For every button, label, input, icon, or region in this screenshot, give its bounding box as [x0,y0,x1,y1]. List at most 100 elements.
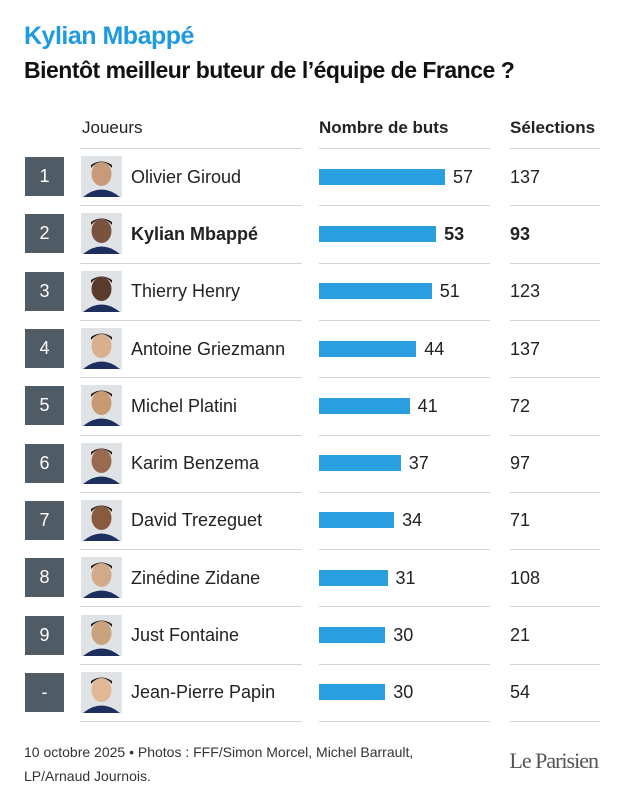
goals-bar [319,168,445,185]
column-header: Sélections [510,118,596,137]
player-name: Michel Platini [131,395,238,416]
row-separator [510,262,600,264]
player-photo [81,156,122,198]
row-separator [319,205,490,207]
photo-placeholder [81,442,122,484]
row-separator [510,549,600,551]
row-separator [319,262,490,264]
photo-placeholder [81,156,122,198]
row-separator [80,205,302,207]
row-separator [510,491,600,493]
row-separator [319,549,490,551]
row-separator [80,721,302,722]
caps-label: 108 [510,567,541,588]
rank-badge: 7 [25,500,64,540]
row-separator [510,721,600,722]
row-separator [319,434,490,436]
credit: LP/Arnaud Journois. [24,768,151,784]
subtitle: Bientôt meilleur buteur de l’équipe de F… [24,57,515,83]
row-separator [80,606,302,608]
rank-badge: 5 [25,386,64,426]
row-separator [80,434,302,436]
player-photo [81,213,122,255]
caps-label: 21 [510,625,531,646]
caps-label: 54 [510,682,531,703]
player-photo [81,614,122,656]
row-separator [80,663,302,665]
player-name: Antoine Griezmann [131,338,286,359]
player-name: David Trezeguet [131,510,263,531]
photo-placeholder [81,385,122,427]
player-photo [81,442,122,484]
player-photo [81,328,122,370]
caps-label: 72 [510,395,531,416]
row-separator [319,377,490,379]
goals-bar [319,684,386,701]
goals-label: 31 [395,567,416,588]
caps-label: 71 [510,510,531,531]
caps-label: 137 [510,338,541,359]
goals-bar [319,340,417,357]
caps-label: 123 [510,281,541,302]
photo-placeholder [81,557,122,599]
photo-placeholder [81,328,122,370]
caps-label: 93 [510,223,531,244]
rank-badge: 2 [25,214,64,254]
rank-badge: 8 [25,558,64,598]
row-separator [80,377,302,379]
goals-bar [319,569,388,586]
row-separator [319,148,490,149]
row-separator [319,663,490,665]
row-separator [510,606,600,608]
title: Kylian Mbappé [24,22,194,50]
goals-bar [319,225,437,242]
rank-badge: 9 [25,615,64,655]
goals-label: 30 [393,682,414,703]
column-header: Joueurs [82,118,143,137]
rank-badge: 6 [25,443,64,483]
player-name: Olivier Giroud [131,166,242,187]
goals-label: 51 [439,281,460,302]
rank-badge: 4 [25,329,64,369]
row-separator [510,434,600,436]
column-header: Nombre de buts [319,118,449,137]
row-separator [510,205,600,207]
caps-label: 137 [510,166,541,187]
row-separator [510,663,600,665]
player-photo [81,557,122,599]
player-name: Zinédine Zidane [131,567,261,588]
goals-bar [319,455,401,472]
goals-label: 41 [417,395,438,416]
player-name: Kylian Mbappé [131,223,259,244]
player-name: Karim Benzema [131,453,260,474]
goals-label: 30 [393,625,414,646]
photo-placeholder [81,614,122,656]
row-separator [510,377,600,379]
goals-label: 34 [402,510,423,531]
row-separator [80,491,302,493]
photo-placeholder [81,213,122,255]
photo-placeholder [81,499,122,541]
goals-bar [319,283,432,300]
player-name: Just Fontaine [131,625,240,646]
player-photo [81,385,122,427]
credit: 10 octobre 2025 • Photos : FFF/Simon Mor… [24,744,414,760]
row-separator [80,319,302,321]
player-photo [81,671,122,713]
row-separator [80,549,302,551]
logo: Le Parisien [509,748,599,773]
goals-label: 44 [424,338,445,359]
row-separator [80,262,302,264]
goals-label: 53 [444,223,465,244]
player-name: Thierry Henry [131,281,241,302]
goals-bar [319,627,386,644]
goals-label: 37 [408,453,429,474]
player-photo [81,499,122,541]
photo-placeholder [81,671,122,713]
row-separator [319,491,490,493]
row-separator [510,319,600,321]
goals-bar [319,397,410,414]
goals-bar [319,512,395,529]
row-separator [319,319,490,321]
